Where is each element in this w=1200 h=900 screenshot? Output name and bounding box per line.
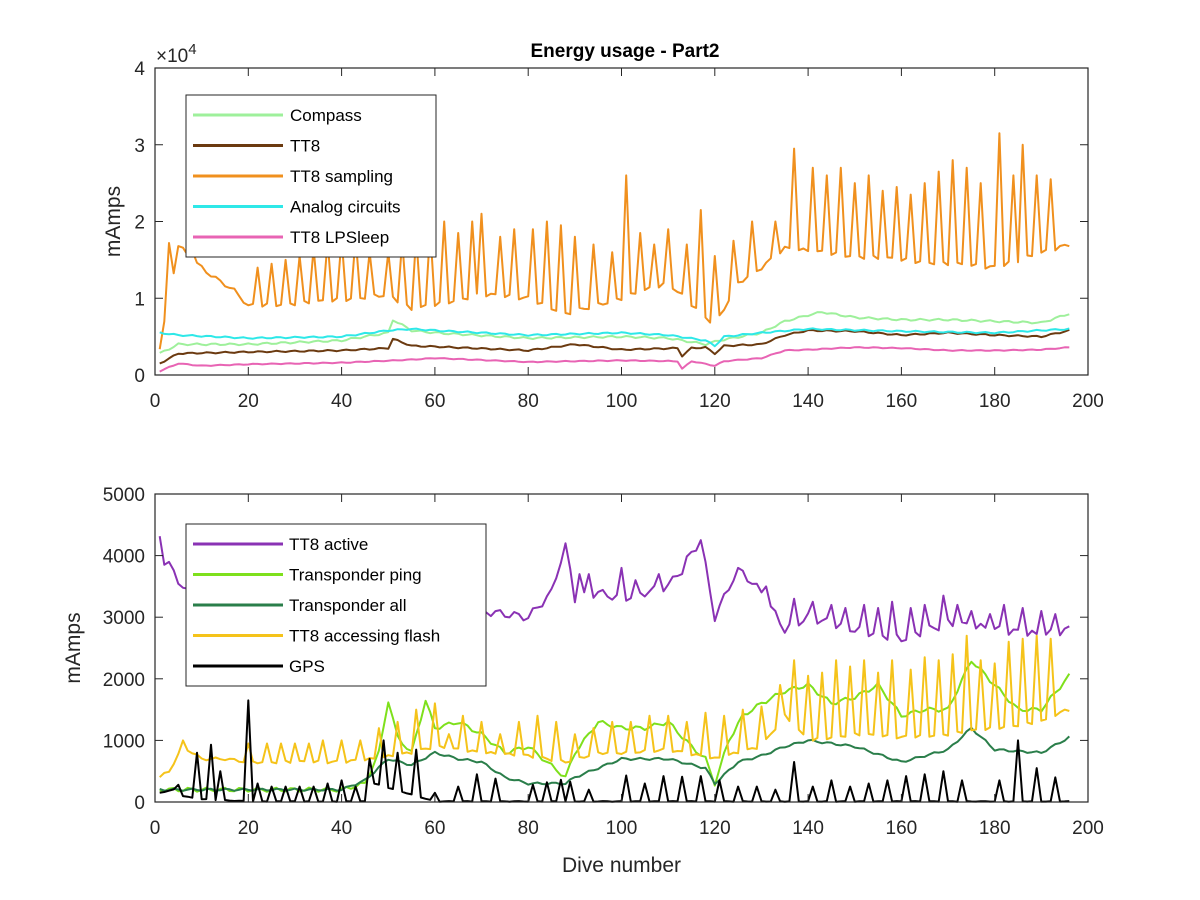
y-tick-label: 3	[134, 136, 145, 157]
x-tick-label: 180	[979, 391, 1011, 412]
legend-label: Compass	[290, 106, 362, 125]
x-tick-label: 180	[979, 818, 1011, 839]
series-line-tt8-sampling	[158, 132, 1070, 350]
x-tick-label: 60	[424, 818, 445, 839]
x-tick-label: 40	[331, 818, 352, 839]
x-tick-label: 80	[518, 818, 539, 839]
legend-label: GPS	[289, 657, 325, 676]
legend-label: TT8 active	[289, 535, 368, 554]
x-tick-label: 60	[424, 391, 445, 412]
x-tick-label: 100	[606, 391, 638, 412]
series-line-analog-circuits	[159, 327, 1070, 348]
x-tick-label: 20	[238, 818, 259, 839]
x-tick-label: 120	[699, 391, 731, 412]
y-tick-label: 4000	[103, 547, 145, 568]
y-tick-label: 1000	[103, 731, 145, 752]
x-tick-label: 200	[1072, 818, 1104, 839]
x-tick-label: 40	[331, 391, 352, 412]
bottom-axes: 0 20 40 60 80 100 120 140 160 180 2000100020003000…	[62, 485, 1104, 877]
x-tick-label: 0	[150, 818, 161, 839]
top-y-multiplier: ×104	[156, 41, 197, 67]
legend-label: TT8 LPSleep	[290, 228, 389, 247]
legend-label: Transponder all	[289, 596, 407, 615]
top-axes: Energy usage - Part2 ×104 0 20 40 60 80 100 12…	[102, 41, 1104, 412]
x-tick-label: 100	[606, 818, 638, 839]
series-line-tt8-accessing-flash	[159, 634, 1070, 778]
y-tick-label: 4	[134, 59, 145, 80]
legend-label: TT8 sampling	[290, 167, 393, 186]
x-tick-label: 80	[518, 391, 539, 412]
x-tick-label: 20	[238, 391, 259, 412]
y-axis-label: mAmps	[62, 612, 85, 683]
top-chart-title: Energy usage - Part2	[530, 41, 719, 62]
legend-label: Analog circuits	[290, 198, 401, 217]
multiplier-exponent: 4	[188, 41, 196, 58]
x-tick-label: 160	[886, 818, 918, 839]
series-line-transponder-all	[159, 726, 1070, 792]
y-tick-label: 2	[134, 213, 145, 234]
x-tick-label: 120	[699, 818, 731, 839]
series-line-compass	[159, 311, 1070, 354]
y-tick-label: 0	[134, 366, 145, 387]
y-tick-label: 2000	[103, 670, 145, 691]
multiplier-base: ×10	[156, 46, 188, 67]
y-axis-label: mAmps	[102, 186, 125, 257]
x-tick-label: 140	[792, 818, 824, 839]
x-tick-label: 140	[792, 391, 824, 412]
legend-label: TT8 accessing flash	[289, 627, 440, 646]
legend: Compass TT8 TT8 sampling Analog circuits TT8…	[185, 94, 437, 258]
x-tick-label: 200	[1072, 391, 1104, 412]
y-tick-label: 0	[134, 793, 145, 814]
x-axis-label: Dive number	[562, 854, 681, 877]
legend: TT8 active Transponder ping Transponder al…	[185, 523, 487, 687]
y-tick-label: 5000	[103, 485, 145, 506]
series-line-tt8-lpsleep	[159, 346, 1070, 373]
series-line-tt8	[159, 328, 1070, 365]
legend-label: TT8	[290, 137, 320, 156]
x-tick-label: 0	[150, 391, 161, 412]
y-tick-label: 3000	[103, 608, 145, 629]
x-tick-label: 160	[886, 391, 918, 412]
y-tick-label: 1	[134, 289, 145, 310]
legend-label: Transponder ping	[289, 566, 422, 585]
